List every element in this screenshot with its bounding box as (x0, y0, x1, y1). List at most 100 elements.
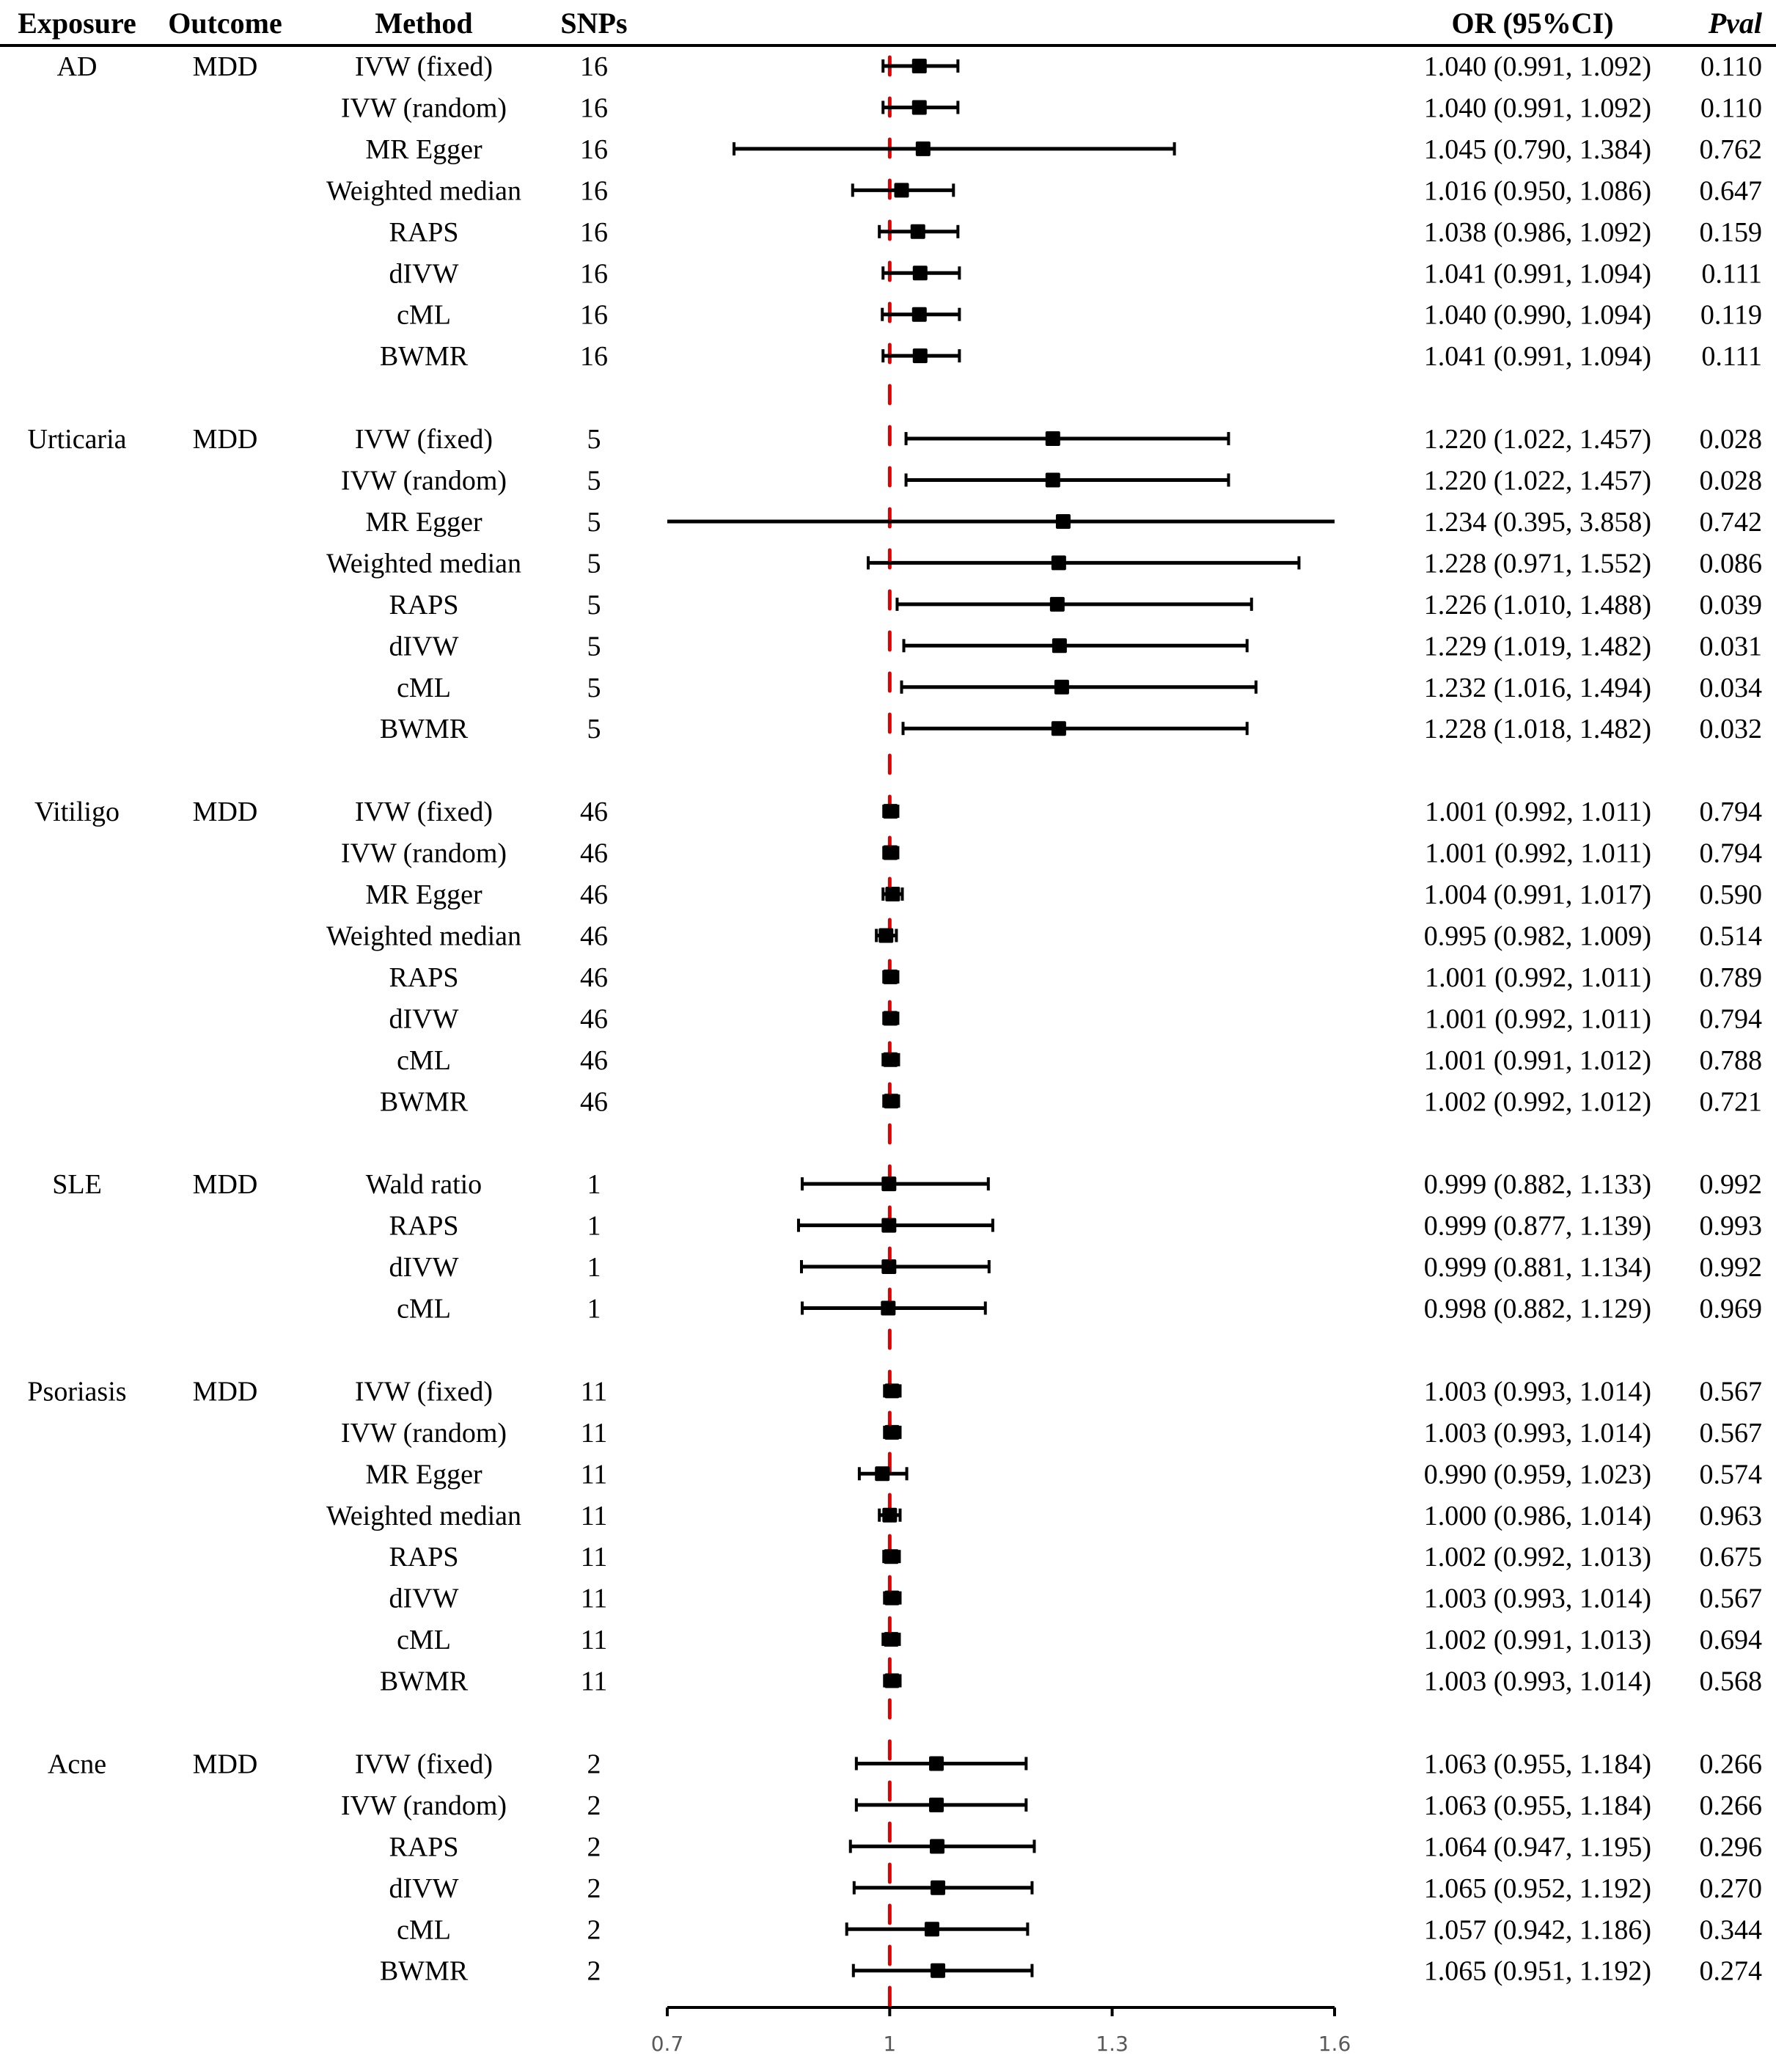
snps-value: 11 (581, 1418, 608, 1449)
or-ci-value: 1.000 (0.986, 1.014) (1424, 1501, 1651, 1531)
or-marker (884, 1590, 900, 1606)
pval-value: 0.032 (1700, 714, 1763, 744)
method-label: cML (397, 1294, 451, 1325)
or-marker (884, 1673, 900, 1688)
table-row: Weighted median 16 1.016 (0.950, 1.086) 0.6… (326, 175, 1762, 206)
table-row: AD MDD IVW (fixed) 16 1.040 (0.991, 1.092) 0.… (57, 51, 1762, 82)
or-marker (882, 1507, 898, 1523)
or-marker (881, 1218, 897, 1233)
snps-value: 5 (587, 673, 601, 703)
exposure-label: AD (57, 51, 98, 82)
pval-value: 0.110 (1700, 51, 1762, 82)
or-marker (881, 1176, 897, 1192)
or-ci-value: 1.001 (0.991, 1.012) (1424, 1045, 1651, 1076)
snps-value: 16 (580, 175, 608, 206)
method-label: IVW (random) (341, 1418, 507, 1449)
snps-value: 2 (587, 1956, 601, 1987)
table-row: dIVW 1 0.999 (0.881, 1.134) 0.992 (389, 1252, 1762, 1283)
header-pval: Pval (1708, 7, 1763, 40)
table-row: Acne MDD IVW (fixed) 2 1.063 (0.955, 1.184) 0… (48, 1749, 1762, 1779)
table-row: Vitiligo MDD IVW (fixed) 46 1.001 (0.992, 1.… (34, 797, 1762, 827)
or-marker (884, 1424, 900, 1440)
table-row: RAPS 11 1.002 (0.992, 1.013) 0.675 (389, 1542, 1762, 1573)
pval-value: 0.794 (1700, 838, 1763, 869)
exposure-label: SLE (52, 1169, 102, 1200)
table-row: MR Egger 16 1.045 (0.790, 1.384) 0.762 (365, 134, 1762, 165)
or-marker (881, 1259, 897, 1275)
pval-value: 0.567 (1700, 1584, 1763, 1614)
snps-value: 5 (587, 631, 601, 662)
or-marker (884, 1549, 899, 1564)
header-exposure: Exposure (18, 7, 136, 40)
or-ci-value: 0.999 (0.877, 1.139) (1424, 1211, 1651, 1242)
table-row: dIVW 5 1.229 (1.019, 1.482) 0.031 (389, 631, 1762, 662)
method-label: RAPS (389, 1211, 458, 1242)
snps-value: 5 (587, 590, 601, 620)
method-label: RAPS (389, 590, 458, 620)
snps-value: 2 (587, 1873, 601, 1904)
pval-value: 0.963 (1700, 1501, 1763, 1531)
or-marker (1045, 431, 1060, 447)
or-marker (915, 141, 931, 156)
or-ci-value: 1.002 (0.991, 1.013) (1424, 1625, 1651, 1655)
method-label: BWMR (380, 1666, 469, 1697)
or-marker (929, 1797, 944, 1812)
or-ci-value: 1.045 (0.790, 1.384) (1424, 134, 1651, 165)
or-marker (1051, 555, 1066, 571)
pval-value: 0.993 (1700, 1211, 1763, 1242)
or-ci-value: 1.041 (0.991, 1.094) (1424, 341, 1651, 372)
or-marker (883, 969, 898, 984)
or-ci-value: 1.003 (0.993, 1.014) (1424, 1418, 1651, 1449)
or-ci-value: 1.063 (0.955, 1.184) (1424, 1749, 1651, 1779)
snps-value: 46 (580, 1003, 608, 1034)
method-label: dIVW (389, 1252, 459, 1283)
or-marker (912, 266, 928, 281)
table-row: BWMR 5 1.228 (1.018, 1.482) 0.032 (380, 714, 1762, 744)
method-label: cML (397, 1625, 451, 1655)
method-label: IVW (fixed) (355, 797, 493, 827)
table-row: cML 2 1.057 (0.942, 1.186) 0.344 (397, 1914, 1762, 1945)
snps-value: 11 (581, 1501, 608, 1531)
table-row: MR Egger 5 1.234 (0.395, 3.858) 0.742 (365, 507, 1762, 538)
snps-value: 5 (587, 507, 601, 538)
or-marker (1055, 513, 1071, 529)
or-marker (929, 1756, 944, 1771)
pval-value: 0.039 (1700, 590, 1763, 620)
or-ci-value: 1.065 (0.951, 1.192) (1424, 1956, 1651, 1987)
exposure-label: Acne (48, 1749, 106, 1779)
or-marker (1052, 638, 1067, 654)
or-marker (1054, 679, 1069, 695)
snps-value: 46 (580, 920, 608, 951)
pval-value: 0.514 (1700, 920, 1763, 951)
or-ci-value: 1.001 (0.992, 1.011) (1425, 1003, 1651, 1034)
snps-value: 2 (587, 1790, 601, 1821)
or-ci-value: 1.002 (0.992, 1.012) (1424, 1086, 1651, 1117)
or-ci-value: 1.064 (0.947, 1.195) (1424, 1831, 1651, 1862)
or-ci-value: 1.063 (0.955, 1.184) (1424, 1790, 1651, 1821)
or-marker (884, 1094, 899, 1109)
method-label: cML (397, 1045, 451, 1076)
snps-value: 5 (587, 548, 601, 579)
or-ci-value: 1.003 (0.993, 1.014) (1424, 1584, 1651, 1614)
pval-value: 0.344 (1700, 1914, 1763, 1945)
table-row: SLE MDD Wald ratio 1 0.999 (0.882, 1.133) 0.9… (52, 1169, 1762, 1200)
table-row: dIVW 11 1.003 (0.993, 1.014) 0.567 (389, 1584, 1762, 1614)
snps-value: 11 (581, 1625, 608, 1655)
snps-value: 11 (581, 1459, 608, 1490)
method-label: BWMR (380, 714, 469, 744)
snps-value: 16 (580, 300, 608, 331)
x-axis: 0.7 1 1.3 1.6 (651, 2006, 1351, 2056)
or-marker (884, 1632, 899, 1647)
or-marker (883, 1011, 898, 1026)
or-ci-value: 1.065 (0.952, 1.192) (1424, 1873, 1651, 1904)
method-label: Wald ratio (366, 1169, 482, 1200)
pval-value: 0.086 (1700, 548, 1763, 579)
snps-value: 2 (587, 1831, 601, 1862)
table-row: RAPS 46 1.001 (0.992, 1.011) 0.789 (389, 962, 1762, 993)
method-label: dIVW (389, 1584, 459, 1614)
method-label: cML (397, 300, 451, 331)
table-row: Weighted median 5 1.228 (0.971, 1.552) 0.08… (326, 548, 1762, 579)
pval-value: 0.969 (1700, 1294, 1763, 1325)
pval-value: 0.034 (1700, 673, 1763, 703)
